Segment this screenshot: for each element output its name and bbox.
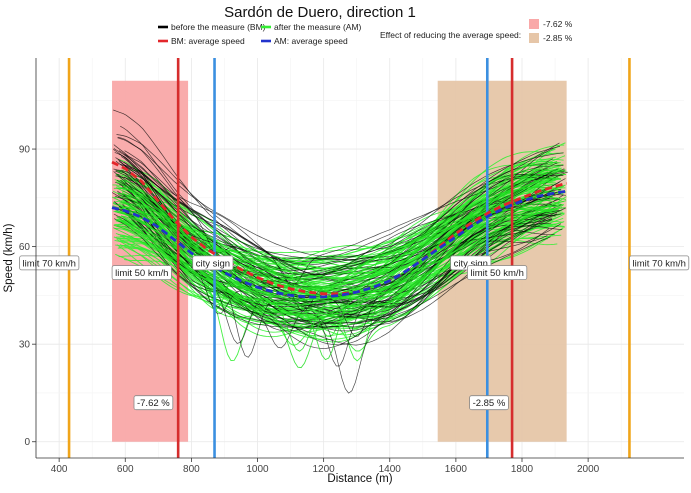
x-tick-label: 1800 [511,464,534,475]
trip-trace [113,206,561,316]
reference-line-label-6: limit 70 km/h [629,255,690,271]
trip-trace [120,179,557,349]
x-axis-label: Distance (m) [327,473,392,485]
reference-line-label-6-box [629,255,690,271]
trip-trace [124,171,568,321]
effect-zone-label-1-box [133,395,174,411]
y-axis-label: Speed (km/h) [3,223,15,292]
reference-line-label-1: limit 70 km/h [19,255,80,271]
reference-line-label-5-text: limit 50 km/h [471,268,524,279]
reference-line-label-1-text: limit 70 km/h [23,258,76,269]
legend-label-1: before the measure (BM) [171,22,266,32]
trip-trace [124,177,555,352]
effect-zone-label-1: -7.62 % [133,395,174,411]
legend-label-4: AM: average speed [274,36,348,46]
reference-line-label-5: limit 50 km/h [467,265,528,281]
trip-trace [116,167,560,288]
trip-trace [115,205,549,316]
x-tick-label: 1200 [313,464,336,475]
legend-fill-swatch-2 [529,33,539,43]
chart-title: Sardón de Duero, direction 1 [224,4,416,21]
trip-trace [117,136,548,262]
y-tick-label: 90 [19,145,31,156]
reference-line-label-2-box [111,265,172,281]
trip-trace [113,144,554,276]
legend-label-2: after the measure (AM) [274,22,362,32]
y-tick-label: 60 [19,242,31,253]
reference-line-label-2-text: limit 50 km/h [115,268,168,279]
reference-line-label-5-box [467,265,528,281]
legend-fill-label-1: -7.62 % [543,19,573,29]
trip-trace [120,160,558,277]
effect-zone-label-2: -2.85 % [469,395,509,411]
trip-trace [117,137,564,258]
trip-trace [121,155,566,253]
trip-trace [124,154,558,276]
trip-trace [115,170,565,302]
x-tick-label: 600 [117,464,134,475]
trip-trace [121,171,565,262]
trip-trace [115,203,556,307]
trip-trace [113,109,560,263]
legend-fill-swatch-1 [529,19,539,29]
average-speed-line-1 [111,160,567,296]
legend-fill-title: Effect of reducing the average speed: [380,30,521,40]
reference-line-label-2: limit 50 km/h [111,265,172,281]
trip-trace [118,161,553,275]
y-tick-label: 30 [19,340,31,351]
reference-line-label-1-box [19,255,80,271]
reference-line-label-3: city sign [192,255,234,271]
y-tick-label: 0 [24,437,30,448]
trip-trace [121,173,566,264]
legend-label-3: BM: average speed [171,36,245,46]
reference-line-label-4-text: city sign [454,258,488,269]
trip-trace [122,183,553,299]
x-tick-label: 1400 [379,464,402,475]
x-tick-label: 1000 [246,464,269,475]
legend-fill-label-2: -2.85 % [543,33,573,43]
reference-line-label-3-box [192,255,234,271]
trip-trace [124,168,549,285]
effect-zone-label-1-text: -7.62 % [137,398,170,409]
legend: before the measure (BM) after the measure… [158,19,573,46]
x-tick-label: 1600 [445,464,468,475]
x-tick-label: 2000 [577,464,600,475]
reference-line-label-3-text: city sign [196,258,230,269]
x-tick-label: 800 [183,464,200,475]
reference-line-label-6-text: limit 70 km/h [633,258,686,269]
effect-zone-label-2-box [469,395,509,411]
trip-trace [117,207,554,330]
x-tick-label: 400 [51,464,68,475]
trip-trace [123,207,557,361]
trip-trace [115,207,566,316]
trip-trace [120,217,564,301]
effect-zone-label-2-text: -2.85 % [473,398,506,409]
